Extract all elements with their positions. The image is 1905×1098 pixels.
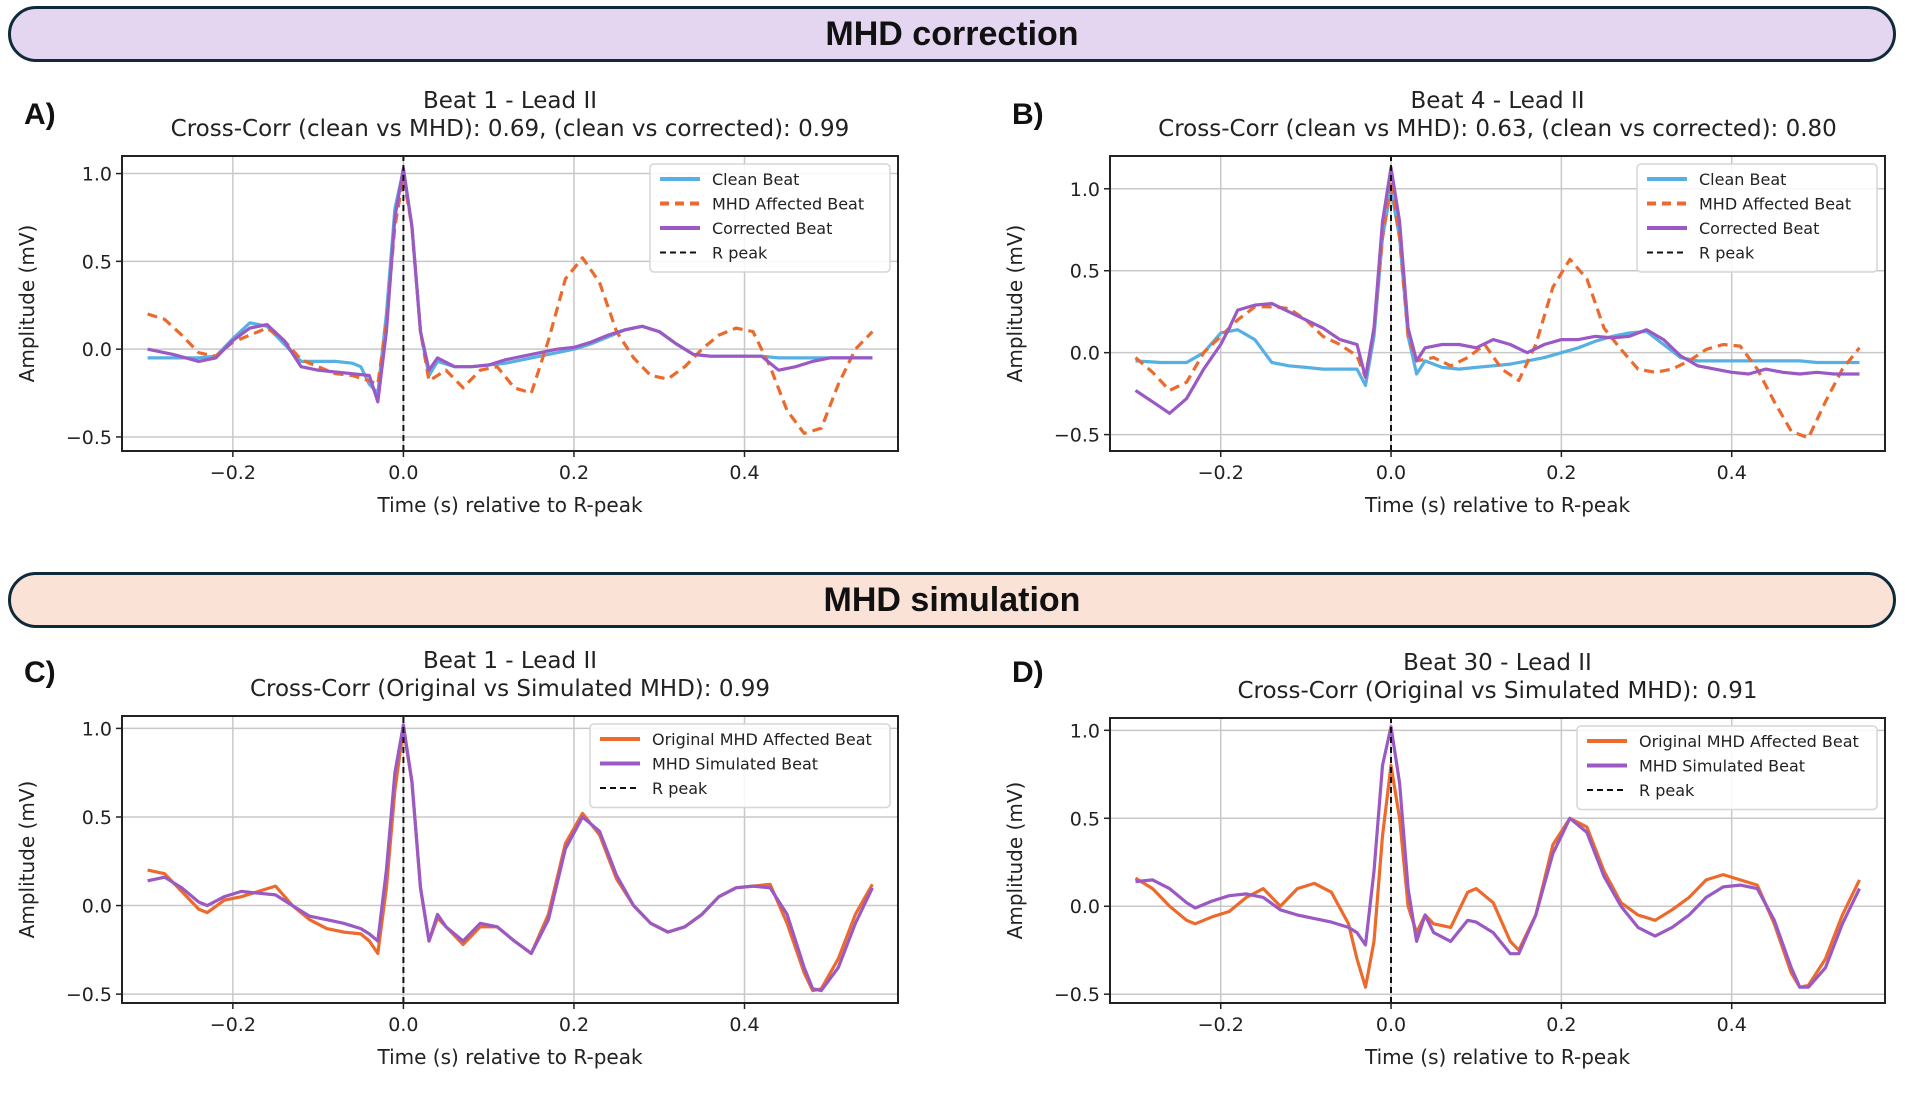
legend-label: R peak	[652, 779, 708, 798]
legend-box	[1576, 725, 1878, 811]
y-axis-label: Amplitude (mV)	[15, 225, 39, 383]
y-tick-label: 0.5	[1070, 261, 1100, 283]
x-tick-label: 0.4	[1717, 462, 1747, 484]
panel-label-b: B)	[1012, 98, 1044, 131]
x-tick-label: 0.2	[559, 462, 589, 484]
legend: Clean Beat MHD Affected Beat Corrected Bea…	[649, 163, 891, 273]
x-axis-label: Time (s) relative to R-peak	[376, 493, 642, 517]
axes-frame	[1109, 155, 1886, 452]
chart-subtitle: Cross-Corr (Original vs Simulated MHD): …	[250, 676, 770, 702]
chart-subtitle: Cross-Corr (clean vs MHD): 0.63, (clean …	[1158, 116, 1837, 142]
x-tick-label: 0.2	[1546, 1014, 1576, 1036]
y-tick-label: −0.5	[1054, 425, 1100, 447]
x-tick-label: 0.4	[729, 462, 759, 484]
x-tick-label: 0.0	[388, 462, 418, 484]
legend-box	[649, 163, 891, 273]
section-banner-simulation: MHD simulation	[8, 572, 1896, 628]
legend-label: MHD Affected Beat	[712, 195, 864, 214]
x-axis-label: Time (s) relative to R-peak	[1364, 493, 1630, 517]
chart-subtitle: Cross-Corr (clean vs MHD): 0.69, (clean …	[171, 116, 850, 142]
x-tick-label: 0.2	[1546, 462, 1576, 484]
x-tick-label: 0.4	[1717, 1014, 1747, 1036]
series-corrected-beat	[147, 166, 873, 404]
x-tick-label: 0.0	[388, 1014, 418, 1036]
section-banner-correction: MHD correction	[8, 6, 1896, 62]
series-corrected-beat	[1134, 165, 1860, 415]
legend-label: R peak	[1699, 244, 1755, 263]
legend-label: Clean Beat	[712, 170, 799, 189]
legend-label: MHD Affected Beat	[1699, 195, 1851, 214]
chart-title: Beat 1 - Lead II	[423, 88, 597, 114]
legend-box	[1636, 163, 1878, 273]
legend: Clean Beat MHD Affected Beat Corrected Bea…	[1636, 163, 1878, 273]
y-axis-label: Amplitude (mV)	[15, 781, 39, 939]
legend-label: MHD Simulated Beat	[1639, 757, 1805, 776]
legend-label: R peak	[1639, 781, 1695, 800]
x-tick-label: −0.2	[1198, 1014, 1244, 1036]
series-original-mhd-affected-beat	[1134, 763, 1861, 989]
chart-subtitle: Cross-Corr (Original vs Simulated MHD): …	[1237, 678, 1757, 704]
x-tick-label: 0.0	[1376, 462, 1406, 484]
axes-frame	[121, 155, 899, 452]
x-tick-label: −0.2	[1198, 462, 1244, 484]
chart-title: Beat 30 - Lead II	[1403, 650, 1592, 676]
legend-label: R peak	[712, 244, 768, 263]
y-tick-label: −0.5	[66, 984, 112, 1006]
axes-frame	[1109, 717, 1886, 1004]
y-tick-label: 0.5	[82, 251, 112, 273]
y-tick-label: 1.0	[1070, 179, 1100, 201]
y-tick-label: 0.5	[1070, 808, 1100, 830]
chart-title: Beat 4 - Lead II	[1410, 88, 1584, 114]
y-tick-label: 1.0	[82, 164, 112, 186]
y-tick-label: 0.0	[82, 896, 112, 918]
y-tick-label: 0.0	[1070, 896, 1100, 918]
legend-label: Original MHD Affected Beat	[1639, 732, 1859, 751]
x-axis-label: Time (s) relative to R-peak	[1364, 1045, 1630, 1069]
legend-label: Corrected Beat	[1699, 219, 1819, 238]
x-axis-label: Time (s) relative to R-peak	[376, 1045, 642, 1069]
chart-title: Beat 1 - Lead II	[423, 648, 597, 674]
y-tick-label: 0.0	[1070, 343, 1100, 365]
panel-label-c: C)	[24, 656, 56, 689]
x-tick-label: 0.0	[1376, 1014, 1406, 1036]
y-tick-label: 1.0	[82, 718, 112, 740]
series-mhd-simulated-beat	[147, 723, 874, 993]
axes-frame	[121, 715, 899, 1004]
panel-label-a: A)	[24, 98, 56, 131]
y-axis-label: Amplitude (mV)	[1003, 782, 1027, 940]
y-tick-label: 0.0	[82, 339, 112, 361]
legend: Original MHD Affected Beat MHD Simulated …	[1576, 725, 1878, 811]
series-mhd-simulated-beat	[1135, 725, 1861, 989]
legend-label: MHD Simulated Beat	[652, 755, 818, 774]
y-tick-label: −0.5	[66, 427, 112, 449]
y-axis-label: Amplitude (mV)	[1003, 225, 1027, 383]
y-tick-label: −0.5	[1054, 984, 1100, 1006]
series-clean-beat	[1135, 187, 1860, 387]
panel-label-d: D)	[1012, 656, 1044, 689]
legend-label: Clean Beat	[1699, 170, 1786, 189]
x-tick-label: 0.2	[559, 1014, 589, 1036]
y-tick-label: 1.0	[1070, 720, 1100, 742]
legend-label: Corrected Beat	[712, 219, 832, 238]
legend: Original MHD Affected Beat MHD Simulated …	[589, 723, 891, 809]
series-mhd-affected-beat	[147, 175, 874, 435]
legend-box	[589, 723, 891, 809]
x-tick-label: 0.4	[729, 1014, 759, 1036]
series-mhd-affected-beat	[1134, 179, 1861, 440]
x-tick-label: −0.2	[210, 462, 256, 484]
x-tick-label: −0.2	[210, 1014, 256, 1036]
legend-label: Original MHD Affected Beat	[652, 730, 872, 749]
y-tick-label: 0.5	[82, 807, 112, 829]
